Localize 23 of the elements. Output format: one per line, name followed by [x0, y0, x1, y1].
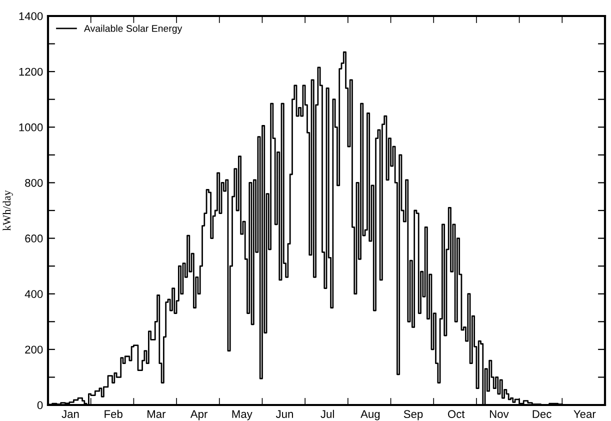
x-tick-label: Jan — [62, 410, 79, 418]
y-tick-label: 600 — [25, 234, 43, 242]
x-tick-label: Year — [574, 410, 596, 418]
legend-label: Available Solar Energy — [84, 24, 182, 34]
x-tick-label: Apr — [190, 410, 208, 420]
y-tick-label: 800 — [25, 178, 43, 187]
x-tick-label: Feb — [104, 410, 122, 418]
y-tick-label: 400 — [24, 290, 43, 298]
x-tick-label: Nov — [490, 410, 509, 418]
y-tick-label: 200 — [25, 346, 43, 354]
x-tick-label: Oct — [448, 410, 465, 418]
x-tick-label: Jul — [320, 410, 334, 418]
y-tick-label: 1000 — [19, 123, 43, 132]
x-tick-label: Mar — [148, 410, 166, 418]
x-tick-label: Dec — [532, 410, 552, 418]
y-tick-label: 1400 — [19, 12, 43, 20]
x-tick-label: May — [232, 410, 252, 420]
y-tick-label: 1200 — [19, 68, 43, 76]
x-tick-label: Sep — [404, 410, 423, 420]
x-tick-label: Jun — [276, 410, 293, 418]
x-tick-label: Aug — [360, 410, 380, 420]
y-tick-label: 0 — [37, 401, 43, 410]
y-axis-title: kWh/day — [2, 190, 13, 231]
